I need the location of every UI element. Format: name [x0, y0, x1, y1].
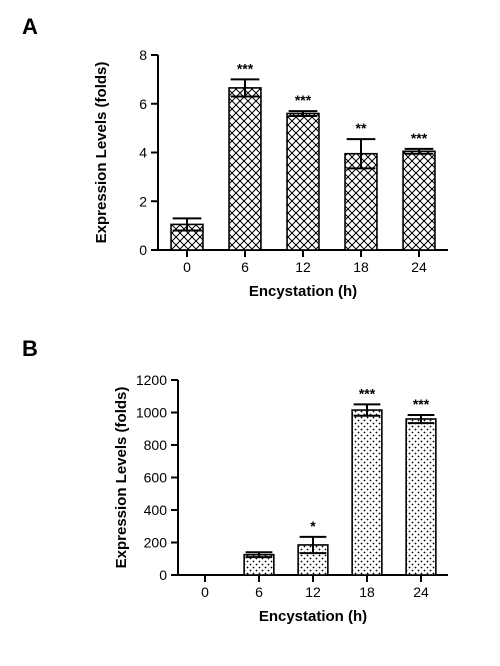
svg-text:6: 6 [241, 259, 249, 275]
y-axis-title: Expression Levels (folds) [93, 62, 110, 244]
svg-text:400: 400 [144, 502, 168, 518]
page: A 0246806***12***18**24***Encystation (h… [0, 0, 500, 666]
svg-text:0: 0 [139, 242, 147, 258]
significance-label: * [310, 518, 316, 534]
svg-text:1200: 1200 [136, 372, 167, 388]
svg-text:0: 0 [201, 584, 209, 600]
svg-text:800: 800 [144, 437, 168, 453]
panel-label-b: B [22, 336, 38, 362]
svg-text:8: 8 [139, 47, 147, 63]
bar [352, 410, 382, 575]
x-axis-title: Encystation (h) [259, 608, 367, 625]
svg-text:200: 200 [144, 535, 168, 551]
svg-text:2: 2 [139, 193, 147, 209]
significance-label: *** [295, 92, 312, 108]
svg-text:1000: 1000 [136, 405, 167, 421]
significance-label: *** [411, 130, 428, 146]
y-axis-title: Expression Levels (folds) [113, 387, 130, 569]
bar [229, 88, 261, 250]
bar [287, 114, 319, 251]
svg-text:6: 6 [139, 96, 147, 112]
svg-text:24: 24 [413, 584, 429, 600]
svg-text:0: 0 [183, 259, 191, 275]
panel-label-a: A [22, 14, 38, 40]
x-axis-title: Encystation (h) [249, 283, 357, 300]
svg-text:600: 600 [144, 470, 168, 486]
svg-text:0: 0 [159, 567, 167, 583]
bar [406, 419, 436, 575]
significance-label: *** [359, 385, 376, 401]
svg-text:4: 4 [139, 145, 147, 161]
svg-text:12: 12 [295, 259, 311, 275]
svg-text:12: 12 [305, 584, 321, 600]
chart-b-svg: 0 200 400 600 800 1000 1200 0 6 12 * 18 *** 24 *** Ency… [60, 350, 460, 640]
svg-text:24: 24 [411, 259, 427, 275]
chart-a-panel: 0246806***12***18**24***Encystation (h)E… [60, 25, 460, 315]
chart-b-panel: 0 200 400 600 800 1000 1200 0 6 12 * 18 *** 24 *** Ency… [60, 350, 460, 640]
svg-text:18: 18 [353, 259, 369, 275]
significance-label: *** [413, 396, 430, 412]
svg-text:6: 6 [255, 584, 263, 600]
significance-label: ** [356, 120, 367, 136]
significance-label: *** [237, 60, 254, 76]
chart-a-svg: 0246806***12***18**24***Encystation (h)E… [60, 25, 460, 315]
svg-text:18: 18 [359, 584, 375, 600]
bar [403, 151, 435, 250]
